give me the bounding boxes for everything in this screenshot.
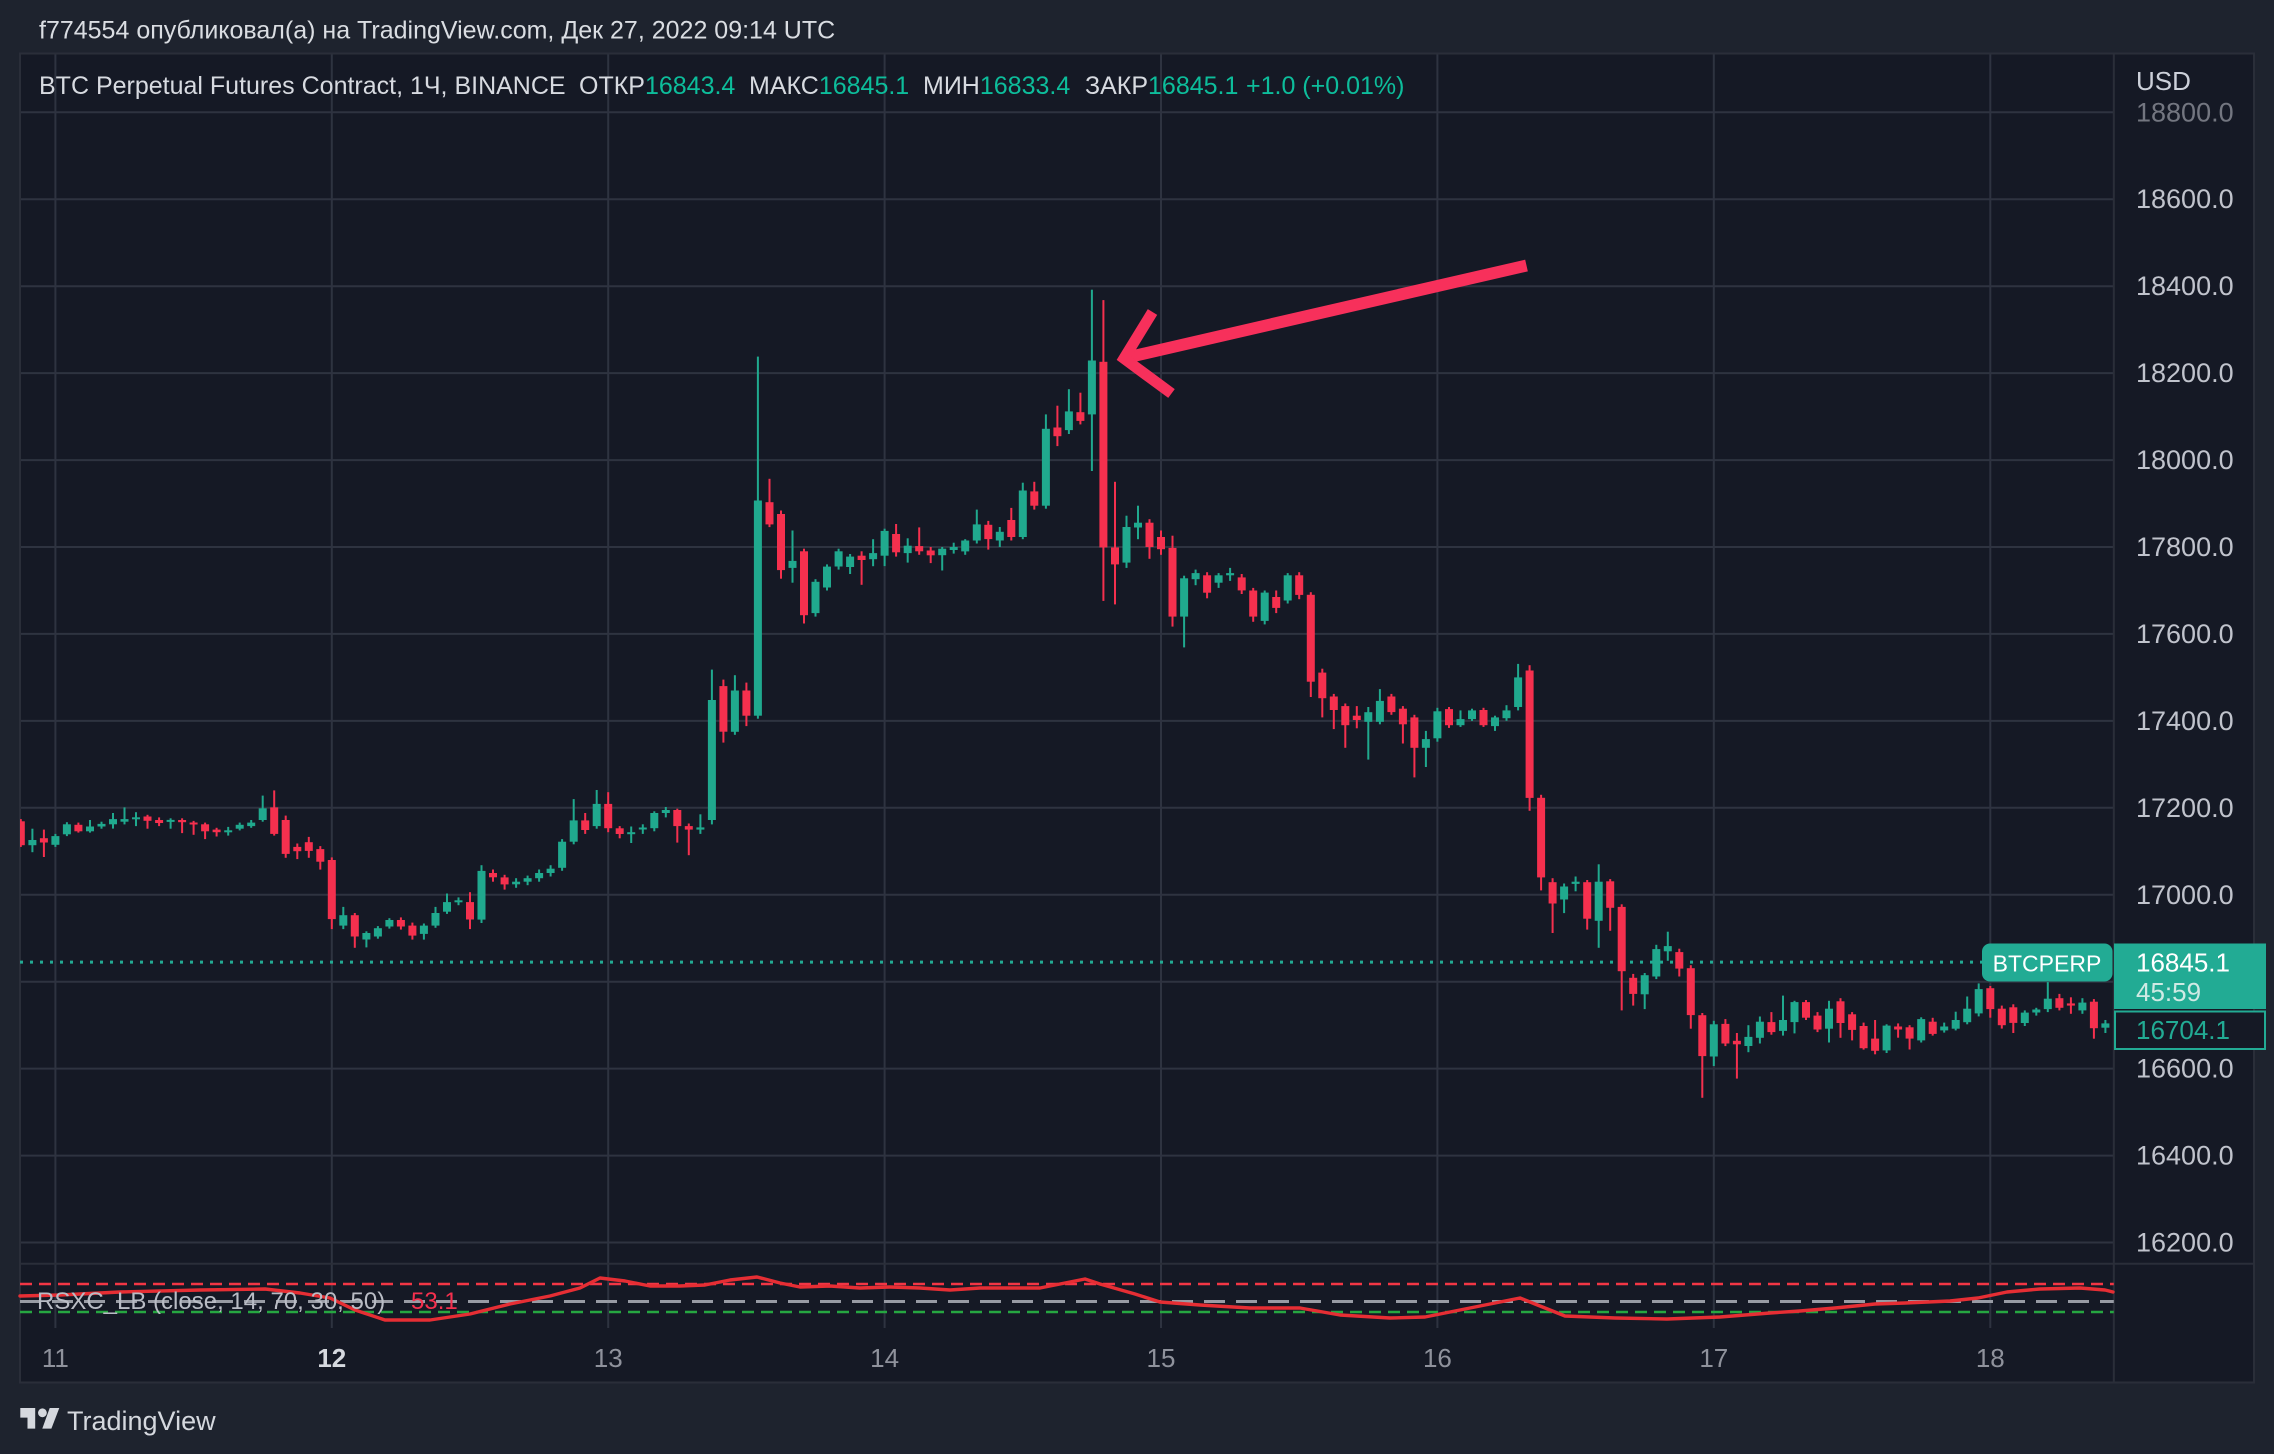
svg-text:45:59: 45:59	[2136, 977, 2201, 1007]
svg-text:16845.1: 16845.1	[2136, 948, 2230, 978]
svg-text:16400.0: 16400.0	[2136, 1141, 2234, 1171]
svg-text:13: 13	[594, 1343, 623, 1373]
svg-text:17200.0: 17200.0	[2136, 793, 2234, 823]
svg-text:17400.0: 17400.0	[2136, 706, 2234, 736]
svg-text:МАКС16845.1: МАКС16845.1	[749, 72, 909, 100]
svg-text:18000.0: 18000.0	[2136, 445, 2234, 475]
svg-text:18400.0: 18400.0	[2136, 271, 2234, 301]
svg-text:17: 17	[1699, 1343, 1728, 1373]
svg-text:16600.0: 16600.0	[2136, 1054, 2234, 1084]
svg-text:53.1: 53.1	[411, 1288, 458, 1315]
svg-text:18: 18	[1976, 1343, 2005, 1373]
svg-text:ОТКР16843.4: ОТКР16843.4	[579, 72, 735, 100]
svg-text:+1.0 (+0.01%): +1.0 (+0.01%)	[1246, 72, 1404, 100]
svg-text:f774554 опубликовал(а) на Trad: f774554 опубликовал(а) на TradingView.co…	[39, 17, 835, 45]
svg-text:15: 15	[1147, 1343, 1176, 1373]
svg-text:16200.0: 16200.0	[2136, 1228, 2234, 1258]
svg-text:TradingView: TradingView	[67, 1406, 216, 1436]
svg-text:USD: USD	[2136, 66, 2191, 96]
svg-text:12: 12	[317, 1343, 346, 1373]
svg-text:BTC Perpetual Futures Contract: BTC Perpetual Futures Contract, 1Ч, BINA…	[39, 72, 566, 100]
svg-text:18800.0: 18800.0	[2136, 97, 2234, 127]
svg-text:ЗАКР16845.1: ЗАКР16845.1	[1085, 72, 1238, 100]
svg-text:RSXC_LB (close, 14, 70, 30, 50: RSXC_LB (close, 14, 70, 30, 50)	[37, 1288, 385, 1315]
svg-text:16704.1: 16704.1	[2136, 1015, 2230, 1045]
svg-text:17000.0: 17000.0	[2136, 880, 2234, 910]
svg-text:17600.0: 17600.0	[2136, 619, 2234, 649]
svg-text:BTCPERP: BTCPERP	[1993, 951, 2102, 977]
svg-text:16: 16	[1423, 1343, 1452, 1373]
svg-text:18200.0: 18200.0	[2136, 358, 2234, 388]
svg-text:МИН16833.4: МИН16833.4	[923, 72, 1070, 100]
svg-text:17800.0: 17800.0	[2136, 532, 2234, 562]
svg-text:14: 14	[870, 1343, 899, 1373]
svg-text:11: 11	[42, 1343, 69, 1373]
svg-text:18600.0: 18600.0	[2136, 184, 2234, 214]
